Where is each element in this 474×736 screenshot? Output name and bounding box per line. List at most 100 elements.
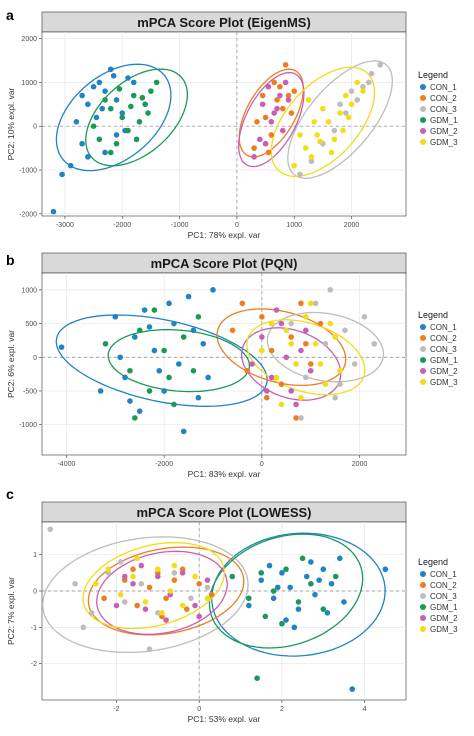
point-CON_1 <box>161 388 167 394</box>
chart-title: mPCA Score Plot (LOWESS) <box>136 505 311 520</box>
point-CON_1 <box>117 354 123 361</box>
y-tick-label: -2 <box>31 661 37 668</box>
point-CON_3 <box>80 624 87 631</box>
point-CON_1 <box>316 577 322 583</box>
point-CON_1 <box>125 75 131 81</box>
ellipse-CON_3 <box>42 536 249 654</box>
point-GDM_1 <box>161 347 167 354</box>
point-GDM_2 <box>268 374 275 381</box>
point-CON_2 <box>265 149 272 156</box>
point-GDM_2 <box>279 127 286 134</box>
point-GDM_3 <box>192 573 198 580</box>
x-tick-label: 2 <box>280 706 284 713</box>
point-CON_1 <box>122 374 128 381</box>
y-tick-label: 0 <box>33 355 37 362</box>
x-axis-label: PC1: 83% expl. var <box>188 469 261 479</box>
panel-c: c mPCA Score Plot (LOWESS) -2 0 2 4 -2 -1 0 1 PC1:… <box>6 486 458 724</box>
point-CON_2 <box>208 591 215 598</box>
point-GDM_2 <box>155 573 161 580</box>
x-tick-label: -2000 <box>113 222 131 229</box>
panel-letter: a <box>6 7 14 23</box>
point-GDM_1 <box>127 367 133 374</box>
legend-label: CON_3 <box>430 105 457 114</box>
legend-label: GDM_2 <box>430 614 458 623</box>
legend-label: CON_1 <box>430 570 457 579</box>
x-tick-label: -2000 <box>155 461 173 468</box>
point-CON_1 <box>151 347 158 354</box>
point-CON_1 <box>382 566 389 573</box>
point-GDM_1 <box>132 415 138 421</box>
point-GDM_2 <box>263 388 270 394</box>
plot-inner <box>42 522 406 700</box>
point-GDM_2 <box>138 562 145 569</box>
legend-label: CON_2 <box>430 581 457 590</box>
point-CON_1 <box>102 149 108 156</box>
point-CON_3 <box>47 526 54 533</box>
point-GDM_1 <box>90 123 97 129</box>
point-GDM_2 <box>257 136 263 143</box>
point-GDM_3 <box>360 88 366 94</box>
point-CON_1 <box>85 101 91 108</box>
x-tick-label: 2000 <box>352 461 368 468</box>
point-GDM_1 <box>246 595 252 602</box>
point-CON_3 <box>351 361 358 367</box>
point-CON_1 <box>113 97 120 103</box>
point-GDM_1 <box>153 79 160 86</box>
panel-b: b mPCA Score Plot (PQN) -4000 -2000 0 2000 -10… <box>6 252 458 479</box>
point-GDM_2 <box>298 347 304 354</box>
legend-label: GDM_3 <box>430 378 458 387</box>
point-CON_1 <box>341 599 347 605</box>
point-CON_1 <box>166 300 172 307</box>
point-CON_3 <box>188 595 194 602</box>
point-CON_3 <box>204 584 211 591</box>
point-CON_1 <box>93 114 100 121</box>
x-tick-label: -1000 <box>171 222 189 229</box>
legend-label: GDM_3 <box>430 138 458 147</box>
point-GDM_1 <box>133 136 140 143</box>
y-axis-label: PC2: 6% expl. var <box>6 330 16 398</box>
legend-marker-GDM_1 <box>420 117 426 123</box>
point-CON_1 <box>141 307 148 313</box>
point-GDM_1 <box>258 570 265 576</box>
point-GDM_3 <box>297 132 303 138</box>
point-GDM_3 <box>308 154 315 160</box>
point-GDM_3 <box>311 119 318 125</box>
point-CON_2 <box>196 580 202 587</box>
point-GDM_2 <box>130 580 136 587</box>
point-GDM_1 <box>142 101 148 108</box>
y-tick-label: 0 <box>33 589 37 596</box>
ellipse-CON_3 <box>287 60 393 179</box>
x-axis-label: PC1: 53% expl. var <box>188 714 261 724</box>
legend-title: Legend <box>418 557 448 567</box>
point-CON_2 <box>271 79 277 86</box>
legend-marker-GDM_1 <box>420 357 426 363</box>
point-CON_2 <box>307 361 314 367</box>
point-GDM_3 <box>337 110 343 116</box>
point-CON_2 <box>282 62 289 68</box>
y-tick-label: -1000 <box>19 168 37 175</box>
chart-title: mPCA Score Plot (EigenMS) <box>137 15 311 30</box>
y-axis-label: PC2: 7% expl. var <box>6 577 16 645</box>
ellipse-GDM_2 <box>96 550 228 635</box>
point-CON_1 <box>136 408 143 414</box>
point-CON_1 <box>274 584 281 591</box>
y-tick-label: -1000 <box>19 422 37 429</box>
point-CON_1 <box>210 287 216 293</box>
plot-inner <box>42 32 406 216</box>
point-CON_3 <box>337 101 343 108</box>
point-CON_2 <box>244 367 251 374</box>
point-GDM_1 <box>308 580 314 587</box>
point-CON_2 <box>262 114 269 121</box>
point-GDM_3 <box>278 401 285 408</box>
point-CON_2 <box>259 314 265 320</box>
point-CON_1 <box>279 570 285 576</box>
point-GDM_3 <box>328 149 335 156</box>
point-GDM_1 <box>270 588 277 594</box>
point-CON_1 <box>67 162 74 169</box>
point-CON_2 <box>288 110 295 116</box>
point-GDM_2 <box>262 140 269 147</box>
point-GDM_2 <box>251 154 257 160</box>
panel-letter: b <box>6 252 15 268</box>
ellipse-CON_1 <box>55 314 268 407</box>
